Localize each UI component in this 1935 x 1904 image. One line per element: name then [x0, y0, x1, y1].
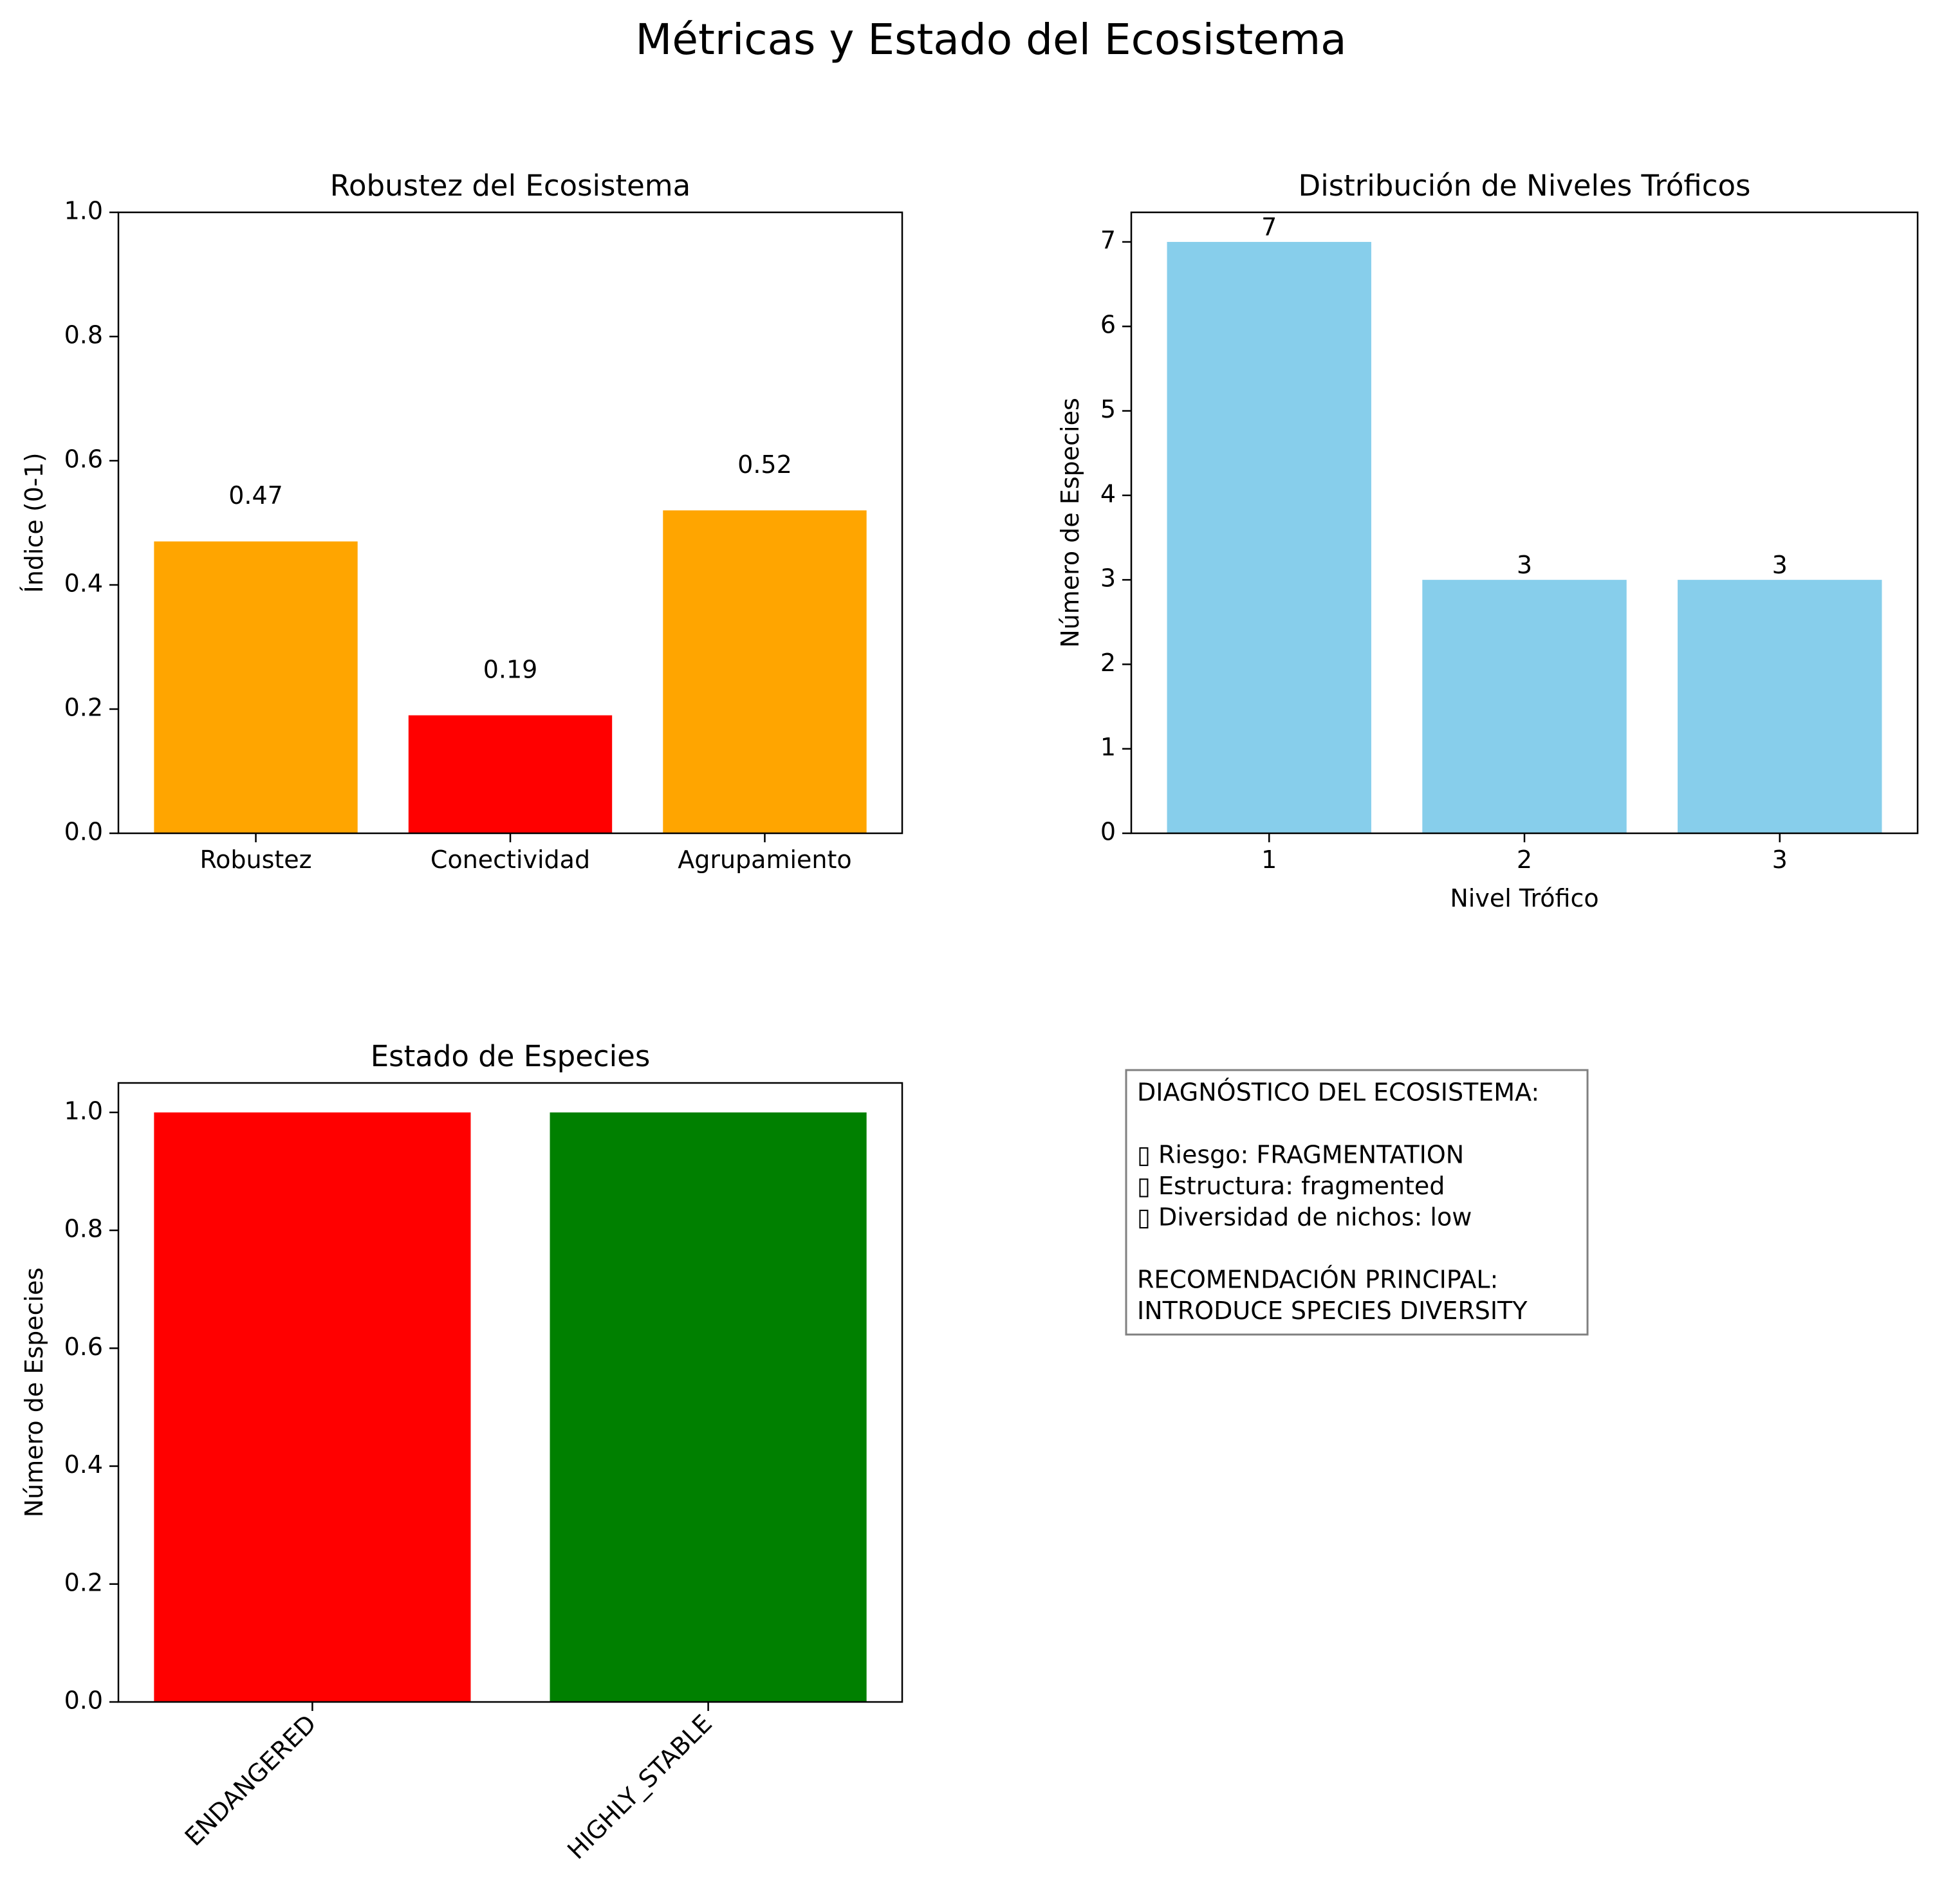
diagnosis-line: INTRODUCE SPECIES DIVERSITY [1137, 1297, 1528, 1325]
diagnosis-text: DIAGNÓSTICO DEL ECOSISTEMA: ▯ Riesgo: FRA… [1137, 1078, 1539, 1326]
x-tick-label: 3 [1772, 846, 1788, 874]
y-tick-label: 5 [1100, 395, 1116, 423]
bar-robustez [154, 541, 358, 833]
x-axis-label: Nivel Trófico [1450, 884, 1598, 912]
diagnosis-box: DIAGNÓSTICO DEL ECOSISTEMA: ▯ Riesgo: FRA… [1125, 1069, 1589, 1336]
bar-2 [1422, 580, 1627, 833]
y-tick-label: 1.0 [64, 1096, 103, 1125]
bar-endangered [154, 1112, 471, 1702]
y-tick-label: 0.6 [64, 445, 103, 474]
bar-3 [1678, 580, 1882, 833]
diagnosis-line: DIAGNÓSTICO DEL ECOSISTEMA: [1137, 1078, 1539, 1107]
diagnosis-line: RECOMENDACIÓN PRINCIPAL: [1137, 1266, 1498, 1294]
y-tick-label: 1 [1100, 733, 1116, 761]
robustness-chart: 0.47 0.19 0.52 0.0 0.2 0.4 0.6 0.8 1.0 Robustez Co… [20, 169, 903, 874]
diagnosis-line: ▯ Estructura: fragmented [1137, 1172, 1445, 1200]
bar-value-label: 3 [1772, 551, 1788, 579]
diagnosis-line: ▯ Diversidad de nichos: low [1137, 1203, 1472, 1232]
x-tick-label: ENDANGERED [180, 1709, 322, 1851]
bar-agrupamiento [663, 510, 867, 833]
x-tick-label: 2 [1517, 846, 1532, 874]
bar-value-label: 3 [1517, 551, 1532, 579]
y-tick-label: 0.2 [64, 694, 103, 722]
bar-value-label: 0.19 [483, 655, 538, 683]
y-axis-label: Número de Especies [1056, 398, 1084, 648]
y-axis-label: Número de Especies [20, 1268, 48, 1518]
diagnosis-line: ▯ Riesgo: FRAGMENTATION [1137, 1141, 1464, 1169]
trophic-levels-chart: 7 3 3 0 1 2 3 4 5 6 7 1 2 3 Distribución de Niveles Tr… [1056, 169, 1919, 912]
y-tick-label: 0.8 [64, 321, 103, 349]
y-axis-label: Índice (0-1) [20, 452, 48, 593]
diagnosis-box-frame [1125, 1069, 1589, 1336]
x-tick-label: Conectividad [431, 846, 590, 874]
x-tick-label: 1 [1261, 846, 1277, 874]
bar-value-label: 0.47 [228, 481, 283, 510]
species-status-chart: 0.0 0.2 0.4 0.6 0.8 1.0 ENDANGERED HIGHLY_STABL… [20, 1039, 903, 1865]
y-tick-label: 0.8 [64, 1215, 103, 1243]
y-tick-label: 0.4 [64, 569, 103, 598]
x-tick-label: Robustez [199, 846, 311, 874]
chart-title: Robustez del Ecosistema [330, 169, 690, 203]
bar-highly_stable [550, 1112, 867, 1702]
y-tick-label: 0 [1100, 818, 1116, 846]
y-tick-label: 0.6 [64, 1333, 103, 1361]
y-tick-label: 1.0 [64, 197, 103, 225]
y-tick-label: 0.4 [64, 1450, 103, 1479]
y-tick-label: 3 [1100, 564, 1116, 593]
x-tick-label: HIGHLY_STABLE [562, 1709, 718, 1865]
chart-title: Estado de Especies [371, 1039, 651, 1073]
bar-value-label: 0.52 [737, 450, 792, 479]
y-tick-label: 7 [1100, 226, 1116, 254]
y-tick-label: 0.0 [64, 818, 103, 846]
y-tick-label: 4 [1100, 479, 1116, 508]
y-tick-label: 0.0 [64, 1687, 103, 1715]
figure-title: Métricas y Estado del Ecosistema [635, 15, 1346, 64]
bar-1 [1167, 241, 1371, 833]
chart-title: Distribución de Niveles Tróficos [1299, 169, 1751, 203]
bar-conectividad [408, 715, 613, 833]
x-tick-label: Agrupamiento [678, 846, 851, 874]
y-tick-label: 2 [1100, 649, 1116, 677]
bar-value-label: 7 [1261, 213, 1277, 241]
y-tick-label: 0.2 [64, 1568, 103, 1596]
y-tick-label: 6 [1100, 311, 1116, 339]
axes-frame [117, 1082, 903, 1703]
